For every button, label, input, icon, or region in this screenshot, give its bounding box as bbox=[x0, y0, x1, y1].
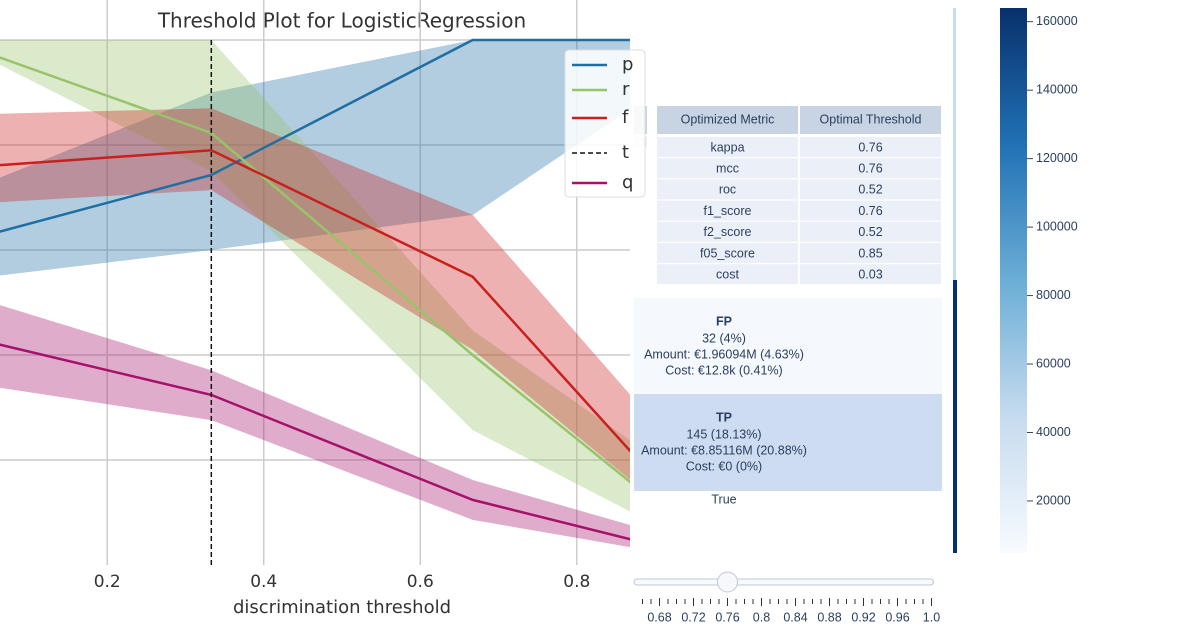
table-cell-text: f05_score bbox=[700, 246, 755, 260]
confusion-cell bbox=[634, 394, 942, 491]
cell-line: Amount: €8.85116M (20.88%) bbox=[641, 443, 807, 457]
table-cell-text: f2_score bbox=[704, 225, 752, 239]
table-cell bbox=[800, 179, 941, 200]
legend-label: q bbox=[622, 172, 633, 193]
table-cell bbox=[657, 243, 798, 263]
table-cell bbox=[657, 179, 798, 200]
plot-area bbox=[0, 0, 630, 565]
slider-tick-label: 0.68 bbox=[647, 610, 671, 624]
slider-tick-label: 0.92 bbox=[851, 610, 875, 624]
slider-track bbox=[633, 578, 934, 586]
table-cell-text: roc bbox=[719, 183, 736, 197]
table-cell bbox=[657, 264, 798, 285]
table-cell bbox=[800, 158, 941, 179]
slider-handle[interactable] bbox=[717, 571, 738, 593]
x-axis-label: discrimination threshold bbox=[233, 597, 451, 618]
slider-tick-label: 0.76 bbox=[715, 610, 739, 624]
confidence-band bbox=[0, 305, 630, 548]
table-cell bbox=[657, 137, 798, 157]
x-tick-label: 0.8 bbox=[563, 572, 590, 592]
table-header: Optimal Threshold bbox=[820, 112, 922, 126]
cell-line: 32 (4%) bbox=[702, 331, 746, 345]
cell-title: FP bbox=[716, 314, 732, 328]
x-tick-label: 0.4 bbox=[250, 572, 277, 592]
cell-line: Cost: €12.8k (0.41%) bbox=[665, 363, 782, 377]
cell-line: 145 (18.13%) bbox=[686, 427, 761, 441]
table-cell bbox=[800, 221, 941, 242]
legend-label: p bbox=[622, 54, 633, 75]
slider-tick-label: 0.84 bbox=[783, 610, 807, 624]
cell-line: Amount: €1.96094M (4.63%) bbox=[644, 347, 804, 361]
table-cell bbox=[657, 221, 798, 242]
x-tick-label: 0.2 bbox=[94, 572, 121, 592]
cell-title: TP bbox=[716, 410, 732, 424]
x-tick-label: 0.6 bbox=[407, 572, 434, 592]
metric-line bbox=[0, 38, 630, 233]
table-cell bbox=[800, 264, 941, 285]
legend-label: t bbox=[622, 142, 629, 163]
table-cell-text: f1_score bbox=[704, 204, 752, 218]
table-header-cell bbox=[800, 106, 941, 134]
confidence-band bbox=[0, 40, 630, 276]
confusion-cell bbox=[634, 298, 942, 394]
metric-line bbox=[0, 343, 630, 541]
table-cell bbox=[800, 137, 941, 157]
table-cell-text: mcc bbox=[716, 161, 739, 175]
table-cell-text: kappa bbox=[710, 140, 744, 154]
confidence-band bbox=[0, 40, 630, 512]
legend-label: r bbox=[622, 79, 630, 100]
colorbar-tick-label: 60000 bbox=[1036, 356, 1071, 370]
slider-tick-label: 0.8 bbox=[753, 610, 770, 624]
metric-line bbox=[0, 56, 630, 484]
scrollbar-thumb[interactable] bbox=[953, 280, 957, 553]
table-cell bbox=[657, 158, 798, 179]
table-cell-text: 0.76 bbox=[858, 161, 882, 175]
colorbar-tick-label: 160000 bbox=[1036, 14, 1078, 28]
table-header-cell bbox=[657, 106, 798, 134]
metric-line bbox=[0, 148, 630, 453]
colorbar-tick-label: 20000 bbox=[1036, 493, 1071, 507]
cell-footer: True bbox=[711, 492, 736, 506]
scrollbar-track bbox=[953, 8, 956, 280]
table-cell-text: 0.76 bbox=[858, 140, 882, 154]
table-cell bbox=[657, 200, 798, 221]
slider-tick-label: 0.72 bbox=[681, 610, 705, 624]
colorbar-tick-label: 100000 bbox=[1036, 219, 1078, 233]
colorbar-tick-label: 120000 bbox=[1036, 151, 1078, 165]
table-cell bbox=[800, 243, 941, 263]
colorbar-tick-label: 40000 bbox=[1036, 425, 1071, 439]
legend-box bbox=[564, 49, 646, 198]
colorbar-tick-label: 140000 bbox=[1036, 82, 1078, 96]
colorbar-tick-label: 80000 bbox=[1036, 288, 1071, 302]
slider-tick-label: 1.0 bbox=[923, 610, 940, 624]
table-header: Optimized Metric bbox=[681, 112, 775, 126]
table-cell-text: 0.52 bbox=[858, 183, 882, 197]
table-cell bbox=[800, 200, 941, 221]
slider-tick-label: 0.88 bbox=[817, 610, 841, 624]
cell-line: Cost: €0 (0%) bbox=[686, 459, 762, 473]
table-cell-text: 0.03 bbox=[858, 267, 882, 281]
legend-label: f bbox=[622, 107, 629, 128]
colorbar bbox=[1000, 8, 1027, 553]
table-cell-text: 0.52 bbox=[858, 225, 882, 239]
chart-title: Threshold Plot for LogisticRegression bbox=[157, 9, 526, 33]
table-cell-text: cost bbox=[716, 267, 739, 281]
confidence-band bbox=[0, 108, 630, 480]
table-cell-text: 0.76 bbox=[858, 204, 882, 218]
table-cell-text: 0.85 bbox=[858, 246, 882, 260]
slider-tick-label: 0.96 bbox=[885, 610, 909, 624]
